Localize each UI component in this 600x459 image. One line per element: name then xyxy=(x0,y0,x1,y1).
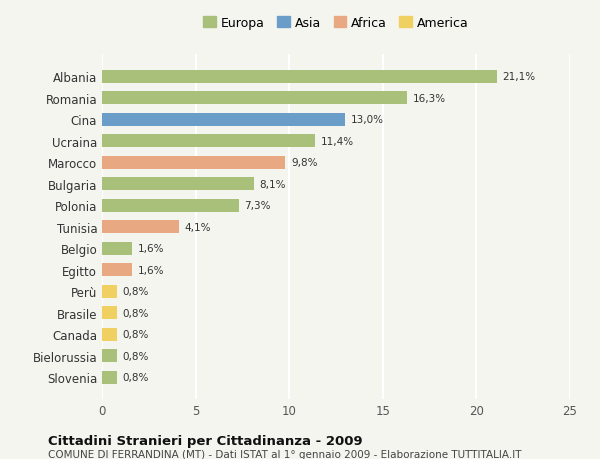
Bar xyxy=(102,263,132,276)
Text: 0,8%: 0,8% xyxy=(122,308,149,318)
Text: 16,3%: 16,3% xyxy=(413,94,446,104)
Bar xyxy=(102,157,286,169)
Text: Cittadini Stranieri per Cittadinanza - 2009: Cittadini Stranieri per Cittadinanza - 2… xyxy=(48,434,362,447)
Text: 1,6%: 1,6% xyxy=(137,244,164,254)
Bar xyxy=(102,221,179,234)
Text: 7,3%: 7,3% xyxy=(244,201,271,211)
Text: 9,8%: 9,8% xyxy=(291,158,317,168)
Bar xyxy=(102,349,117,362)
Text: 13,0%: 13,0% xyxy=(351,115,384,125)
Text: 21,1%: 21,1% xyxy=(503,72,536,82)
Text: 0,8%: 0,8% xyxy=(122,372,149,382)
Text: 0,8%: 0,8% xyxy=(122,286,149,297)
Bar xyxy=(102,135,316,148)
Text: 1,6%: 1,6% xyxy=(137,265,164,275)
Text: 8,1%: 8,1% xyxy=(259,179,286,189)
Bar xyxy=(102,285,117,298)
Text: 0,8%: 0,8% xyxy=(122,330,149,339)
Text: 11,4%: 11,4% xyxy=(321,136,354,146)
Bar xyxy=(102,328,117,341)
Bar xyxy=(102,113,346,127)
Bar xyxy=(102,178,254,191)
Legend: Europa, Asia, Africa, America: Europa, Asia, Africa, America xyxy=(203,17,469,29)
Bar xyxy=(102,242,132,255)
Bar xyxy=(102,71,497,84)
Bar xyxy=(102,92,407,105)
Bar xyxy=(102,199,239,212)
Text: 4,1%: 4,1% xyxy=(184,222,211,232)
Text: 0,8%: 0,8% xyxy=(122,351,149,361)
Bar xyxy=(102,307,117,319)
Text: COMUNE DI FERRANDINA (MT) - Dati ISTAT al 1° gennaio 2009 - Elaborazione TUTTITA: COMUNE DI FERRANDINA (MT) - Dati ISTAT a… xyxy=(48,449,521,459)
Bar xyxy=(102,371,117,384)
